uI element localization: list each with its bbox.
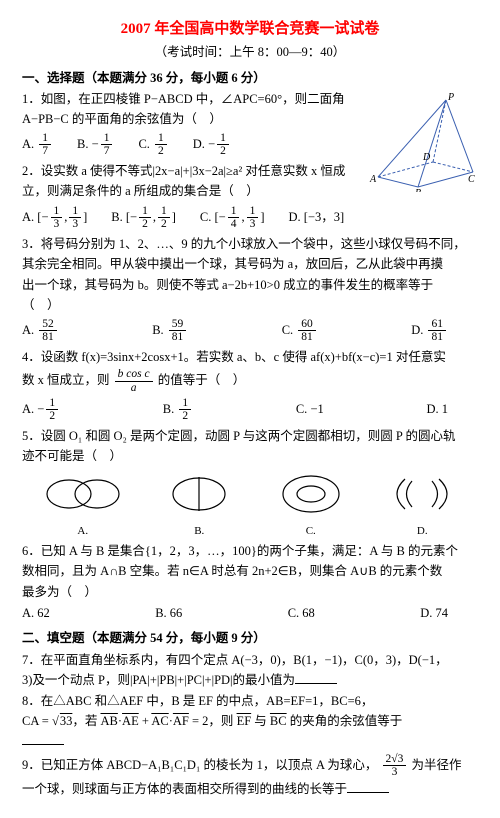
- q4-line2: 数 x 恒成立，则 b cos ca 的值等于（ ）: [22, 368, 478, 394]
- q5-fig-b: [164, 471, 234, 517]
- q5-line1: 5．设圆 O₁ 和圆 O₂ 是两个定圆，动圆 P 与这两个定圆都相切，则圆 P …: [22, 427, 478, 446]
- q5-fig-d: [387, 471, 457, 517]
- q4-options: A. −12 B. 12 C. −1 D. 1: [22, 397, 478, 423]
- q3-options: A. 5281 B. 5981 C. 6081 D. 6181: [22, 318, 478, 344]
- q9-line2: 一个球，则球面与正方体的表面相交所得到的曲线的长等于: [22, 780, 478, 799]
- q5-fig-c: [276, 471, 346, 517]
- pyramid-figure: P A B C D: [368, 92, 478, 192]
- q3-line1: 3．将号码分别为 1、2、…、9 的九个小球放入一个袋中，这些小球仅号码不同，: [22, 235, 478, 254]
- svg-text:P: P: [447, 92, 454, 103]
- section-2-head: 二、填空题（本题满分 54 分，每小题 9 分）: [22, 629, 478, 648]
- svg-text:A: A: [369, 174, 377, 185]
- q7-line1: 7．在平面直角坐标系内，有四个定点 A(−3，0)，B(1，−1)，C(0，3)…: [22, 651, 478, 670]
- svg-text:B: B: [415, 188, 421, 192]
- q8-line2: CA = √33，若 AB·AE + AC·AF = 2，则 EF 与 BC 的…: [22, 712, 478, 731]
- q6-line1: 6．已知 A 与 B 是集合{1，2，3，…，100}的两个子集，满足：A 与 …: [22, 542, 478, 561]
- q3-line4: （ ）: [22, 296, 478, 315]
- q1-options: A. 17 B. −17 C. 12 D. −12: [22, 132, 362, 158]
- q3-line2: 其余完全相同。甲从袋中摸出一个球，其号码为 a，放回后，乙从此袋中再摸: [22, 255, 478, 274]
- svg-text:C: C: [468, 174, 475, 185]
- blank-q9: [347, 781, 389, 793]
- q3-line3: 出一个球，其号码为 b。则使不等式 a−2b+10>0 成立的事件发生的概率等于: [22, 276, 478, 295]
- q6-line3: 最多为（ ）: [22, 583, 478, 602]
- q8-blank: [22, 732, 478, 751]
- svg-text:D: D: [422, 152, 431, 163]
- blank-q7: [295, 672, 337, 684]
- q5-fig-a: [43, 471, 123, 517]
- q8-line1: 8．在△ABC 和△AEF 中，B 是 EF 的中点，AB=EF=1，BC=6，: [22, 692, 478, 711]
- q2-options: A. [−13, 13] B. [−12, 12] C. [−14, 13] D…: [22, 205, 478, 231]
- q7-line2: 3)及一个动点 P，则|PA|+|PB|+|PC|+|PD|的最小值为: [22, 671, 478, 690]
- q5-line2: 迹不可能是（ ）: [22, 447, 478, 466]
- q9-line1: 9．已知正方体 ABCD−A₁B₁C₁D₁ 的棱长为 1，以顶点 A 为球心， …: [22, 753, 478, 779]
- q6-line2: 数相同，且为 A∩B 空集。若 n∈A 时总有 2n+2∈B，则集合 A∪B 的…: [22, 562, 478, 581]
- q5-figures: A. B. C. D.: [22, 471, 478, 540]
- page-title: 2007 年全国高中数学联合竞赛一试试卷: [22, 18, 478, 41]
- exam-time: （考试时间：上午 8：00—9：40）: [22, 43, 478, 62]
- section-1-head: 一、选择题（本题满分 36 分，每小题 6 分）: [22, 69, 478, 88]
- q6-options: A. 62 B. 66 C. 68 D. 74: [22, 604, 478, 623]
- q4-line1: 4．设函数 f(x)=3sinx+2cosx+1。若实数 a、b、c 使得 af…: [22, 348, 478, 367]
